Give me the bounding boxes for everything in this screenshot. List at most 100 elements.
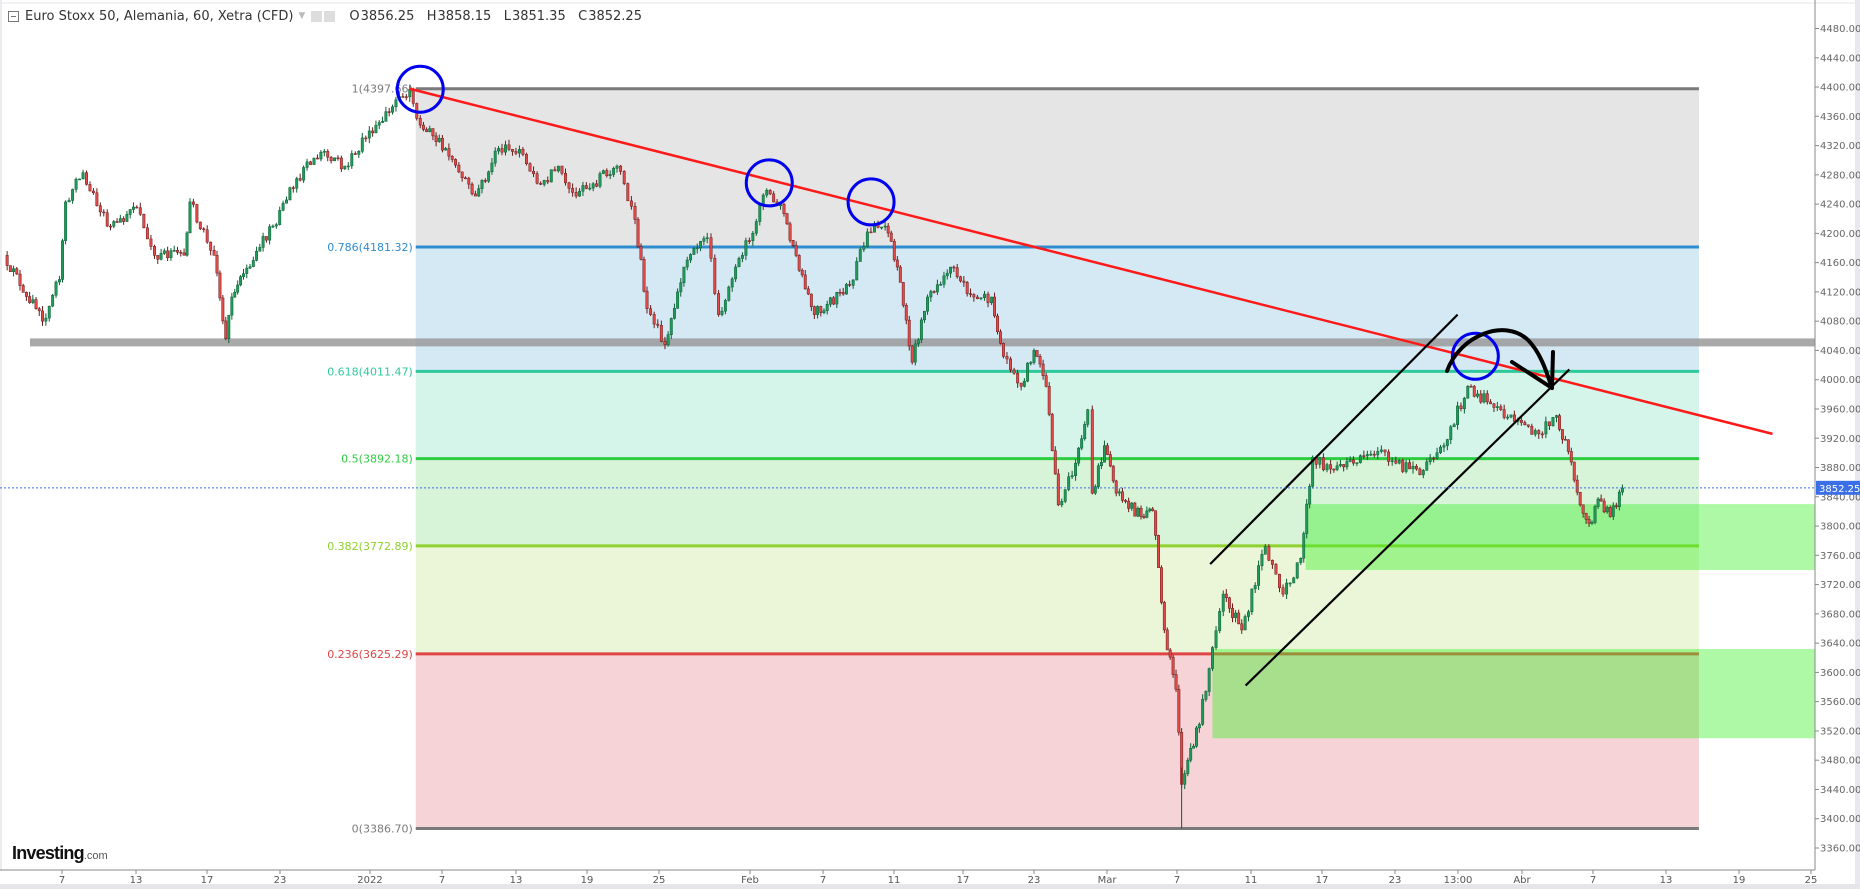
candle [1459,405,1463,410]
candle [539,182,543,185]
candle [553,169,557,172]
candle [1519,419,1523,423]
candle [487,171,491,182]
candle [245,267,249,274]
support-band[interactable] [30,338,1815,347]
candle [1211,647,1214,669]
candle [942,275,946,285]
candle [972,294,976,298]
candle [1105,445,1109,455]
candle [1136,507,1140,517]
candle [1267,546,1271,561]
red-trendline[interactable] [409,87,1773,436]
candle [605,170,609,177]
candle [1408,462,1412,470]
y-tick-label: 3600.00 [1820,668,1860,679]
x-tick-label: 17 [201,875,214,886]
candle [1563,439,1567,441]
candle [542,180,546,185]
curved-arrow-icon[interactable] [1445,328,1554,390]
candle [1558,415,1561,430]
candle [1351,459,1355,464]
gear-icon[interactable] [324,10,336,22]
y-tick-label: 3640.00 [1820,639,1860,650]
symbol-title[interactable]: Euro Stoxx 50, Alemania, 60, Xetra (CFD) [25,8,294,24]
right-scrollbar[interactable] [1855,0,1860,884]
support-band-rect[interactable] [30,338,1815,347]
candle [1019,382,1023,387]
highlight-circle[interactable] [744,158,794,208]
candle [251,260,255,268]
candle [1509,414,1513,418]
candle [1093,486,1097,494]
candle [125,214,129,222]
candle [669,318,673,335]
candle [281,202,285,211]
green-zones[interactable] [1212,504,1815,739]
green-zone[interactable] [1305,504,1815,570]
candle [224,320,228,339]
fib-label: 0.236(3625.29) [327,648,413,661]
candle [883,225,887,228]
candle [865,231,869,247]
candle [1174,674,1178,690]
candle [1332,468,1336,471]
candle [535,173,539,184]
candle [67,200,71,203]
fib-label: 0(3386.70) [352,822,413,835]
candle [794,245,798,256]
candle [1183,773,1187,785]
channel-line[interactable] [1244,368,1571,687]
candle [1485,393,1489,403]
candle [822,310,826,313]
candle [907,319,911,347]
candle [37,308,41,312]
candle [1560,429,1564,440]
candle [1338,464,1342,467]
candle [567,182,571,189]
candle [1050,414,1054,451]
collapse-icon[interactable] [8,10,19,22]
candle [797,255,801,271]
green-zone[interactable] [1212,648,1815,739]
bottom-scrollbar[interactable] [0,884,1860,889]
candle [996,315,999,333]
candle [546,180,550,183]
candle [1224,593,1228,599]
y-tick-label: 3680.00 [1820,609,1860,620]
highlight-circle[interactable] [846,177,896,227]
candle [135,206,139,209]
candle [364,137,368,140]
open-label: O [349,8,360,24]
drawings[interactable] [0,64,1815,687]
x-tick-label: Feb [741,875,759,886]
candle [1479,393,1483,403]
candle [880,226,884,229]
candle [1067,476,1071,490]
x-tick-label: 25 [1805,875,1818,886]
candle [785,213,789,225]
fib-label: 0.382(3772.89) [327,540,413,553]
candle [990,296,994,304]
high-value: 3858.15 [437,8,492,24]
candle [21,285,25,293]
x-tick-label: Abr [1513,875,1531,886]
candle [1022,380,1026,387]
eye-icon[interactable] [311,10,323,22]
x-tick-label: 23 [1389,875,1402,886]
candle [1608,507,1612,517]
candle [765,189,769,196]
candle [34,299,38,309]
dropdown-caret-icon[interactable]: ▼ [298,11,306,21]
candle [1204,691,1208,700]
candle [652,314,656,325]
candle [1435,452,1439,459]
candle [215,255,219,274]
fibonacci-retracement[interactable]: 1(4397.66) 0.786(4181.32) 0.618(4011.47) 0.… [327,83,1699,836]
channel-line[interactable] [1209,313,1459,565]
candle [85,172,88,185]
candle [901,282,905,306]
arrow-head-icon[interactable] [1510,350,1555,390]
highlight-circle[interactable] [395,64,445,114]
